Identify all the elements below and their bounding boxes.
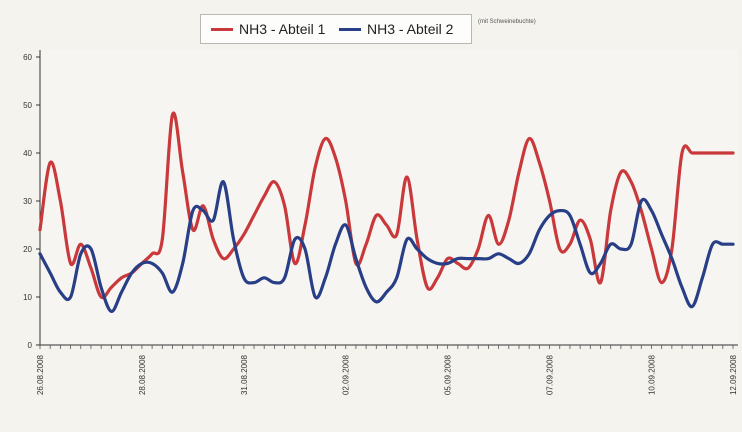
x-tick-label-2: 31.08.2008 — [240, 354, 249, 395]
x-tick-label-7: 12.09.2008 — [729, 354, 738, 395]
legend-note: (mit Schweinebuchte) — [478, 19, 536, 25]
x-tick-label-6: 10.09.2008 — [647, 354, 656, 395]
legend-item-abteil-2: NH3 - Abteil 2 — [339, 15, 453, 43]
legend-swatch-abteil-2 — [339, 27, 361, 31]
y-tick-label-0: 0 — [28, 341, 33, 350]
x-tick-label-0: 26.08.2008 — [36, 354, 45, 395]
y-tick-label-1: 10 — [23, 293, 32, 302]
legend: NH3 - Abteil 1 NH3 - Abteil 2 — [200, 14, 472, 44]
y-tick-label-4: 40 — [23, 149, 32, 158]
y-tick-label-3: 30 — [23, 197, 32, 206]
series-line-2 — [38, 180, 735, 313]
x-tick-label-5: 07.09.2008 — [546, 354, 555, 395]
y-tick-label-2: 20 — [23, 245, 32, 254]
legend-label-abteil-1: NH3 - Abteil 1 — [239, 21, 326, 37]
legend-item-abteil-1: NH3 - Abteil 1 — [211, 15, 325, 43]
y-tick-label-5: 50 — [23, 101, 32, 110]
plot-area — [40, 50, 738, 345]
x-tick-label-1: 28.08.2008 — [138, 354, 147, 395]
legend-swatch-abteil-1 — [211, 27, 233, 31]
x-tick-label-4: 05.09.2008 — [444, 354, 453, 395]
legend-label-abteil-2: NH3 - Abteil 2 — [367, 21, 454, 37]
y-tick-label-6: 60 — [23, 53, 32, 62]
series-line-1 — [38, 111, 735, 300]
x-tick-label-3: 02.09.2008 — [342, 354, 351, 395]
